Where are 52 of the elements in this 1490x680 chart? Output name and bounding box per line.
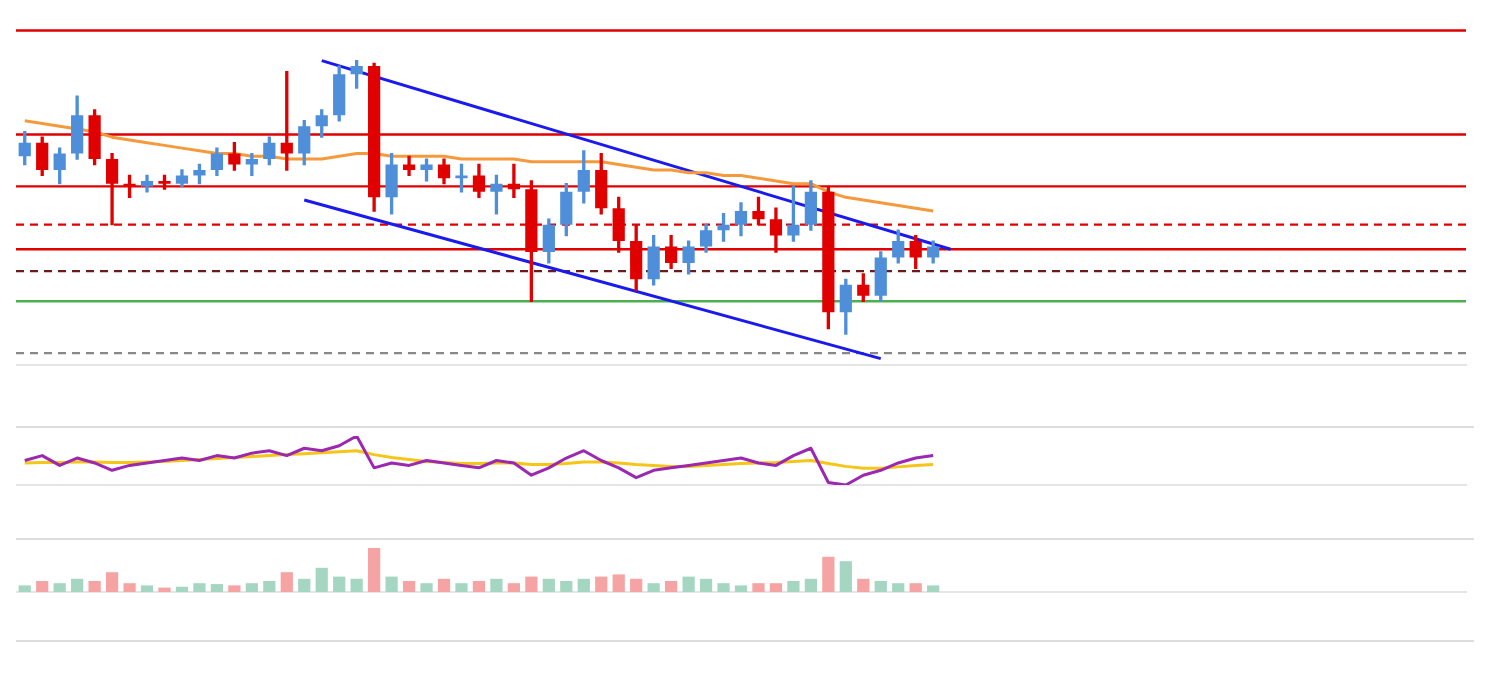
bar (857, 578, 870, 592)
bar (595, 576, 608, 592)
bar (368, 548, 381, 592)
bar (927, 585, 940, 592)
bar (333, 576, 346, 592)
bar (647, 583, 660, 592)
bar (437, 578, 451, 592)
bar (665, 581, 678, 592)
bar (350, 578, 363, 592)
bar (18, 585, 31, 592)
bar (822, 556, 835, 592)
bar (36, 581, 49, 592)
bar (53, 583, 66, 592)
bar (175, 586, 189, 592)
bar (682, 576, 695, 592)
bar (105, 572, 119, 592)
bar (542, 578, 555, 592)
bar (385, 576, 398, 592)
bar (140, 585, 154, 592)
bar (769, 583, 783, 592)
bar (874, 581, 887, 592)
bar (752, 583, 765, 592)
bar (245, 583, 258, 592)
bar (525, 576, 538, 592)
bar (315, 567, 328, 592)
bar (420, 583, 433, 592)
bar (490, 578, 503, 592)
bar (717, 583, 730, 592)
bar (455, 583, 468, 592)
bar (280, 572, 293, 592)
bar (507, 583, 521, 592)
bar (263, 581, 276, 592)
bar (402, 581, 416, 592)
bar (612, 574, 625, 592)
bar (88, 581, 101, 592)
bar (804, 578, 817, 592)
bar (228, 585, 241, 592)
bar (699, 578, 713, 592)
bar (839, 561, 852, 592)
bar (472, 581, 486, 592)
bar (560, 581, 573, 592)
bar (577, 578, 590, 592)
bar (298, 578, 311, 592)
bar (123, 583, 136, 592)
bar (630, 578, 643, 592)
bar (193, 583, 206, 592)
bar (71, 578, 84, 592)
bar (210, 584, 224, 592)
bar (787, 581, 800, 592)
bar (909, 583, 922, 592)
bar (892, 583, 905, 592)
bar (734, 585, 748, 592)
